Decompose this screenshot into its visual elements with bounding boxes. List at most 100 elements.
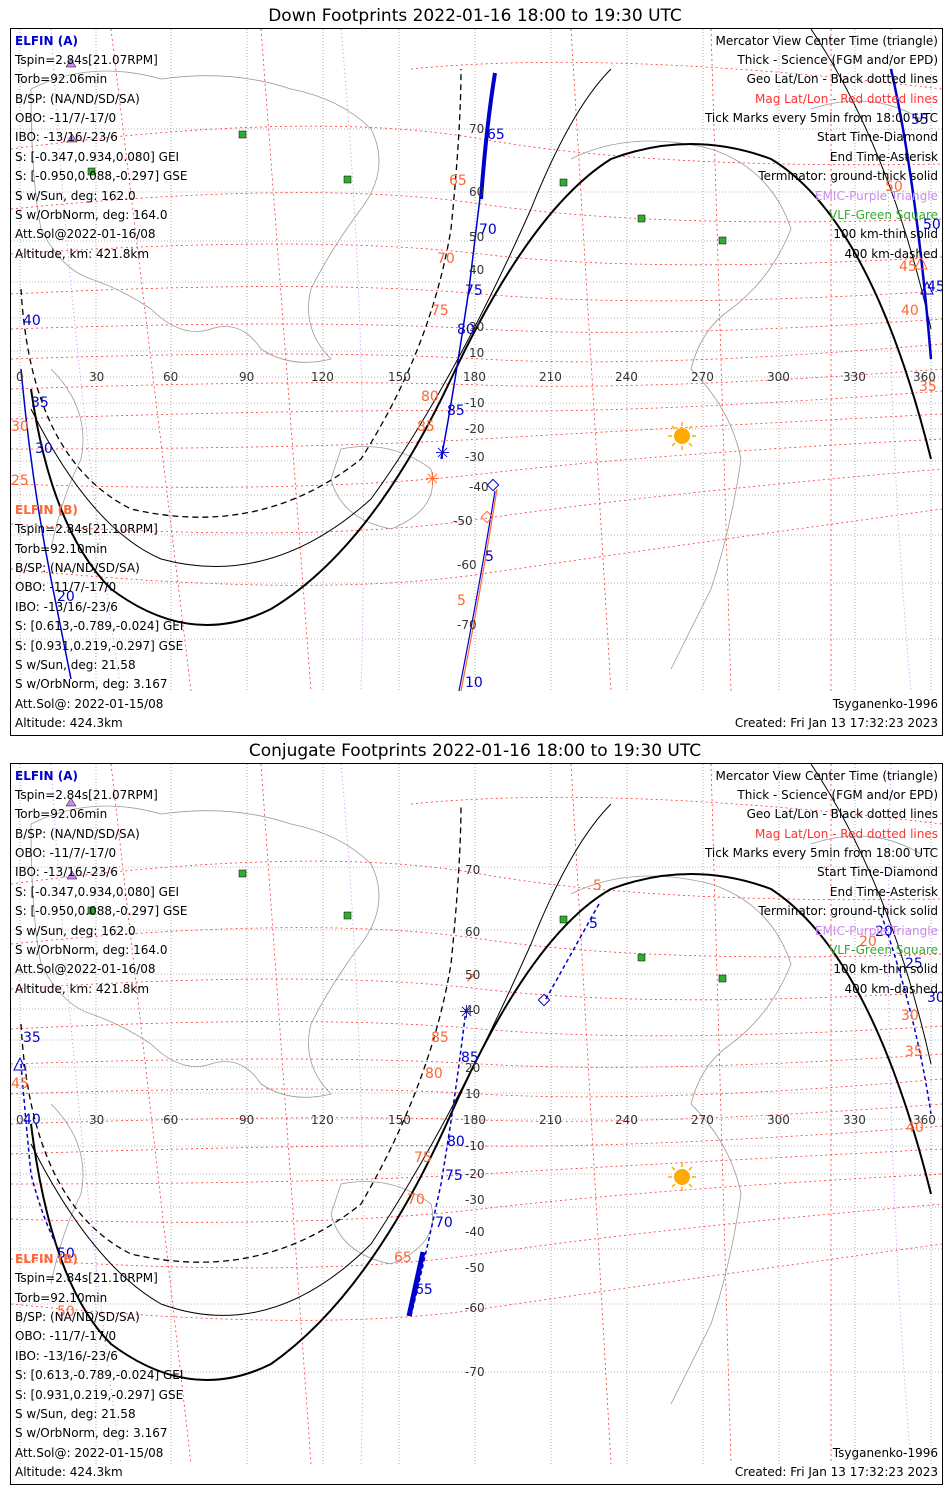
footprint-100km <box>30 29 932 567</box>
elfin-a-label: ELFIN (A) <box>15 769 78 783</box>
elfin-b-line: B/SP: (NA/ND/SD/SA) <box>15 561 140 575</box>
tick-label: 5 <box>593 878 602 894</box>
tick-label: 50 <box>57 1246 75 1262</box>
elfin-b-line: S w/OrbNorm, deg: 3.167 <box>15 677 168 691</box>
tick-label: 25 <box>905 956 923 972</box>
elfin-a-tick-labels: 65 70 75 80 85 40 35 30 20 50 45 55 <box>23 112 942 605</box>
tick-label: 75 <box>465 283 483 299</box>
emic-station <box>65 797 77 807</box>
elfin-b-line: S w/OrbNorm, deg: 3.167 <box>15 1426 168 1440</box>
lon-labels: 0 30 60 90 120 150 180 210 240 270 300 3… <box>16 1113 936 1127</box>
tick-label: 25 <box>11 473 29 489</box>
footprint-100km <box>30 764 932 1316</box>
elfin-b-line: Altitude: 424.3km <box>15 716 123 730</box>
tick-label: 70 <box>437 251 455 267</box>
legend-line: 100 km-thin solid <box>833 227 938 241</box>
lat-label: -50 <box>453 514 473 528</box>
tick-label: 50 <box>923 217 941 233</box>
elfin-b-line: IBO: -13/16/-23/6 <box>15 600 118 614</box>
lat-label: -30 <box>465 1193 485 1207</box>
elfin-a-mag-labels: 65 70 75 80 85 30 25 50 45 40 35 <box>11 173 937 489</box>
lon-label: 120 <box>311 1113 334 1127</box>
model-label: Tsyganenko-1996 <box>832 1446 938 1460</box>
lon-label: 330 <box>843 1113 866 1127</box>
lat-label: -60 <box>465 1301 485 1315</box>
lat-label: -20 <box>465 1167 485 1181</box>
elfin-a-line: Torb=92.06min <box>15 807 108 821</box>
panel-2-title: Conjugate Footprints 2022-01-16 18:00 to… <box>248 741 702 761</box>
elfin-b-label: ELFIN (B) <box>15 1252 78 1266</box>
sun-icon <box>668 422 696 450</box>
legend-line: Geo Lat/Lon - Black dotted lines <box>746 807 938 821</box>
elfin-b-line: S: [0.931,0.219,-0.297] GSE <box>15 1388 184 1402</box>
lon-label: 60 <box>163 370 178 384</box>
legend-line: Tick Marks every 5min from 18:00 UTC <box>704 111 938 125</box>
lon-label: 300 <box>767 370 790 384</box>
emic-station <box>65 58 77 68</box>
lat-label: 60 <box>465 925 480 939</box>
tick-label: 5 <box>589 916 598 932</box>
elfin-b-line: IBO: -13/16/-23/6 <box>15 1349 118 1363</box>
elfin-b-start-diamond <box>537 993 551 1007</box>
tick-label: 85 <box>431 1030 449 1046</box>
lon-label: 180 <box>463 370 486 384</box>
legend-line: Start Time-Diamond <box>816 130 938 144</box>
elfin-a-line: S w/Sun, deg: 162.0 <box>15 924 136 938</box>
lat-label: -40 <box>465 1225 485 1239</box>
elfin-a-line: S w/OrbNorm, deg: 164.0 <box>15 943 168 957</box>
lat-label: 70 <box>465 863 480 877</box>
elfin-b-line: Torb=92.10min <box>15 542 108 556</box>
footprint-400km <box>20 68 462 518</box>
lat-label: 70 <box>469 122 484 136</box>
elfin-a-tick-labels: 85 80 75 70 65 35 40 45 50 20 25 30 <box>23 924 942 1298</box>
elfin-b-line: Tspin=2.84s[21.10RPM] <box>15 1271 158 1285</box>
tick-label: 35 <box>23 1030 41 1046</box>
elfin-b-line: Altitude: 424.3km <box>15 1465 123 1479</box>
tick-label: 45 <box>11 1076 29 1092</box>
lat-label: 50 <box>469 230 484 244</box>
emic-station <box>66 870 78 880</box>
tick-label: 20 <box>859 934 877 950</box>
lat-label: 30 <box>469 320 484 334</box>
lon-label: 300 <box>767 1113 790 1127</box>
geo-grid <box>11 29 942 691</box>
elfin-a-line: Altitude, km: 421.8km <box>15 982 150 996</box>
legend-line: Geo Lat/Lon - Black dotted lines <box>746 72 938 86</box>
tick-label: 50 <box>885 179 903 195</box>
emic-lines <box>50 29 912 692</box>
elfin-b-line: Att.Sol@: 2022-01-15/08 <box>15 697 164 711</box>
tick-label: 70 <box>435 1215 453 1231</box>
tick-label: 20 <box>875 924 893 940</box>
elfin-a-line: S: [-0.950,0.088,-0.297] GSE <box>15 169 188 183</box>
elfin-a-end-asterisk: ✳ <box>459 1002 474 1023</box>
elfin-b-tick-labels: 5 5 <box>589 878 602 932</box>
elfin-a-line: Tspin=2.84s[21.07RPM] <box>15 53 158 67</box>
emic-station <box>66 133 78 143</box>
lon-label: 240 <box>615 1113 638 1127</box>
lon-label: 30 <box>89 370 104 384</box>
lon-label: 210 <box>539 370 562 384</box>
elfin-a-end-asterisk: ✳ <box>435 443 450 464</box>
elfin-b-line: OBO: -11/7/-17/0 <box>15 580 117 594</box>
terminator-line <box>30 143 932 626</box>
lon-label: 90 <box>239 370 254 384</box>
lat-label: -70 <box>465 1365 485 1379</box>
legend-line: EMIC-Purple Triangle <box>814 189 938 203</box>
tick-label: 10 <box>465 675 483 691</box>
model-label: Tsyganenko-1996 <box>832 697 938 711</box>
tick-label: 50 <box>57 1304 75 1320</box>
terminator-line <box>30 873 932 1381</box>
legend-line: 400 km-dashed <box>844 247 938 261</box>
elfin-b-line: B/SP: (NA/ND/SD/SA) <box>15 1310 140 1324</box>
elfin-b-start-diamond <box>486 478 500 492</box>
tick-label: 30 <box>901 1008 919 1024</box>
elfin-b-mag-start-diamond <box>480 510 494 524</box>
sun-icon <box>668 1163 696 1191</box>
legend-line: Thick - Science (FGM and/or EPD) <box>737 788 938 802</box>
elfin-b-track <box>460 488 498 692</box>
elfin-a-mag-end-asterisk: ✳ <box>425 469 440 490</box>
tick-label: 65 <box>394 1250 412 1266</box>
lat-label: -60 <box>457 558 477 572</box>
elfin-a-line: OBO: -11/7/-17/0 <box>15 846 117 860</box>
legend-line: VLF-Green Square <box>829 208 938 222</box>
